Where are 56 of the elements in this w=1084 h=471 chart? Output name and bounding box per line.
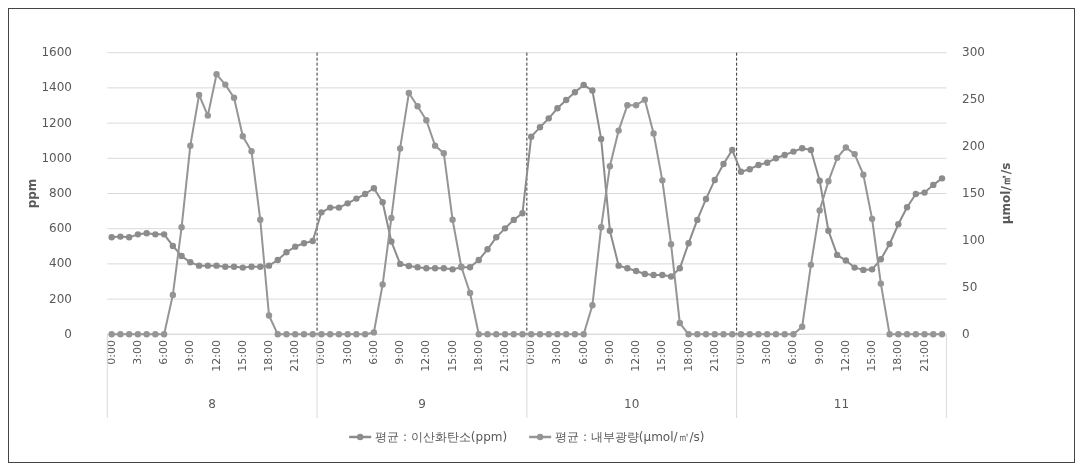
x-tick-label: 15:00 (865, 340, 879, 372)
y2-tick-label: 300 (962, 45, 985, 60)
y-tick-label: 600 (49, 221, 72, 236)
text: 11 (833, 396, 850, 411)
text: 10 (624, 396, 640, 411)
x-tick-label: 6:00 (157, 340, 171, 365)
x-tick-label: 9:00 (602, 340, 616, 365)
text: 8 (208, 396, 217, 411)
x-tick-label: 12:00 (838, 340, 852, 372)
x-tick-label: 15:00 (235, 340, 249, 372)
x-tick-label: 21:00 (707, 340, 721, 372)
y-tick-label: 1400 (41, 80, 72, 95)
y2-tick-label: 50 (962, 279, 978, 294)
x-tick-label: 18:00 (891, 340, 905, 372)
x-tick-label: 9:00 (183, 340, 197, 365)
x-tick-label: 21:00 (498, 340, 511, 372)
x-tick-label: 21:00 (917, 340, 931, 372)
x-tick-label: 9:00 (812, 340, 826, 365)
x-tick-label: 0:00 (104, 340, 118, 365)
x-tick-label: 15:00 (655, 340, 669, 372)
x-tick-label: 3:00 (760, 340, 774, 365)
x-tick-label: 6:00 (576, 340, 590, 365)
y-tick-label: 800 (49, 186, 72, 200)
y-tick-label: 0 (64, 326, 72, 341)
x-tick-label: 0:00 (734, 340, 747, 365)
legend-label: 평균 : 이산화탄소(ppm) (375, 429, 508, 444)
x-tick-label: 18:00 (681, 340, 695, 372)
legend-label: 평균 : 내부광량(μmol/㎡/s) (555, 429, 705, 444)
y-tick-label: 200 (49, 291, 72, 306)
y-axis-title: ppm (25, 178, 39, 209)
y2-tick-label: 0 (962, 326, 970, 341)
x-tick-label: 6:00 (366, 340, 380, 365)
x-tick-label: 3:00 (340, 340, 354, 365)
x-tick-label: 12:00 (419, 340, 433, 372)
y-tick-label: 1200 (41, 115, 72, 130)
x-tick-label: 3:00 (130, 340, 144, 365)
x-tick-label: 6:00 (786, 340, 800, 365)
x-tick-label: 15:00 (445, 340, 459, 372)
x-tick-label: 21:00 (288, 340, 302, 372)
x-tick-label: 18:00 (471, 340, 485, 372)
y-tick-label: 1600 (41, 45, 72, 60)
text: 9 (418, 396, 426, 411)
x-tick-label: 18:00 (262, 340, 275, 372)
y2-tick-label: 250 (962, 92, 985, 107)
y2-tick-label: 150 (962, 186, 985, 200)
y2-tick-label: 100 (962, 232, 985, 247)
x-tick-label: 0:00 (314, 340, 328, 365)
x-tick-label: 3:00 (550, 340, 564, 365)
y2-tick-label: 200 (962, 139, 985, 154)
y-tick-label: 400 (49, 256, 72, 271)
y-tick-label: 1000 (41, 150, 72, 165)
y2-axis-title: μmol/㎡/s (999, 162, 1013, 225)
x-tick-label: 0:00 (524, 340, 538, 365)
x-tick-label: 9:00 (393, 340, 407, 365)
x-tick-label: 12:00 (209, 340, 223, 372)
x-tick-label: 12:00 (629, 340, 643, 372)
